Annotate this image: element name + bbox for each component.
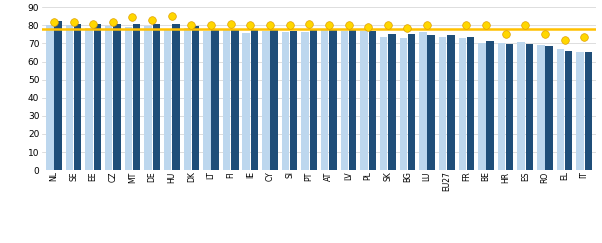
Bar bbox=[439, 37, 446, 170]
Bar bbox=[447, 35, 455, 170]
Bar bbox=[270, 30, 278, 170]
Bar bbox=[459, 38, 466, 170]
Bar bbox=[211, 29, 219, 170]
Bar bbox=[408, 35, 415, 170]
Bar bbox=[66, 25, 73, 170]
Bar bbox=[427, 35, 435, 170]
Bar bbox=[290, 31, 297, 170]
Bar bbox=[349, 30, 356, 170]
Bar bbox=[172, 24, 179, 170]
Bar bbox=[105, 26, 113, 170]
Bar bbox=[526, 44, 533, 170]
Bar bbox=[250, 30, 258, 170]
Bar bbox=[380, 37, 388, 170]
Bar bbox=[113, 24, 120, 170]
Bar bbox=[321, 30, 329, 170]
Bar bbox=[203, 31, 211, 170]
Bar bbox=[302, 32, 309, 170]
Bar bbox=[486, 41, 494, 170]
Bar bbox=[152, 25, 160, 170]
Bar bbox=[498, 43, 505, 170]
Bar bbox=[85, 28, 93, 170]
Bar bbox=[341, 31, 348, 170]
Bar bbox=[223, 30, 231, 170]
Bar bbox=[545, 46, 553, 170]
Bar bbox=[125, 27, 132, 170]
Bar bbox=[467, 37, 474, 170]
Bar bbox=[243, 33, 250, 170]
Bar bbox=[478, 43, 486, 170]
Bar bbox=[262, 31, 270, 170]
Bar bbox=[368, 31, 376, 170]
Bar bbox=[192, 26, 199, 170]
Bar bbox=[388, 34, 396, 170]
Bar bbox=[557, 49, 564, 170]
Bar bbox=[54, 21, 62, 170]
Bar bbox=[144, 26, 152, 170]
Bar bbox=[133, 24, 140, 170]
Bar bbox=[46, 25, 54, 170]
Bar bbox=[537, 44, 545, 170]
Bar bbox=[282, 32, 289, 170]
Bar bbox=[518, 42, 525, 170]
Bar bbox=[74, 24, 81, 170]
Bar bbox=[309, 30, 317, 170]
Bar bbox=[329, 29, 337, 170]
Bar bbox=[361, 31, 368, 170]
Bar bbox=[164, 30, 172, 170]
Bar bbox=[231, 29, 238, 170]
Bar bbox=[506, 44, 514, 170]
Bar bbox=[419, 32, 427, 170]
Bar bbox=[585, 52, 592, 170]
Bar bbox=[565, 51, 573, 170]
Bar bbox=[400, 38, 407, 170]
Bar bbox=[576, 52, 584, 170]
Bar bbox=[184, 28, 191, 170]
Bar bbox=[93, 24, 101, 170]
